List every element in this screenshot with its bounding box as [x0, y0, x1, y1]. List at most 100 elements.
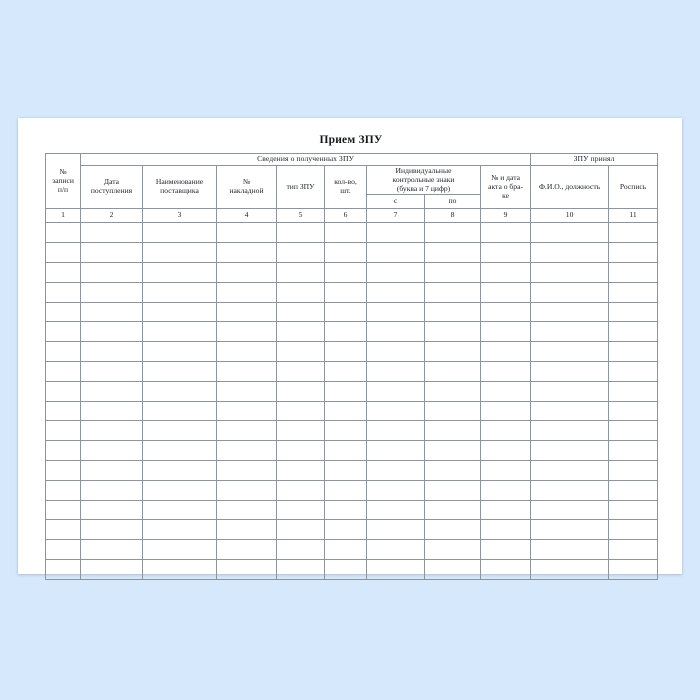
table-cell-r10-c3[interactable]: [142, 400, 217, 422]
table-cell-r6-c6[interactable]: [324, 321, 367, 343]
table-cell-r11-c1[interactable]: [45, 420, 81, 442]
table-cell-r18-c7[interactable]: [366, 559, 425, 580]
table-cell-r17-c2[interactable]: [80, 539, 143, 560]
table-cell-r2-c4[interactable]: [216, 242, 277, 264]
table-cell-r18-c11[interactable]: [608, 559, 659, 580]
table-row[interactable]: [45, 380, 659, 402]
table-cell-r4-c10[interactable]: [530, 281, 610, 303]
table-cell-r16-c3[interactable]: [142, 519, 217, 541]
table-cell-r12-c5[interactable]: [276, 440, 325, 462]
table-cell-r3-c8[interactable]: [424, 262, 481, 283]
table-cell-r12-c7[interactable]: [366, 440, 425, 462]
table-cell-r11-c5[interactable]: [276, 420, 325, 442]
table-cell-r13-c9[interactable]: [479, 460, 532, 481]
table-cell-r16-c4[interactable]: [216, 519, 277, 541]
table-cell-r10-c6[interactable]: [324, 400, 367, 422]
table-cell-r10-c11[interactable]: [608, 400, 659, 422]
table-cell-r3-c5[interactable]: [276, 262, 325, 283]
table-cell-r11-c11[interactable]: [608, 420, 659, 442]
table-cell-r15-c11[interactable]: [608, 499, 659, 521]
table-cell-r2-c7[interactable]: [366, 242, 425, 264]
table-cell-r3-c7[interactable]: [366, 262, 425, 283]
table-cell-r15-c5[interactable]: [276, 499, 325, 521]
table-cell-r16-c9[interactable]: [479, 519, 532, 541]
table-cell-r17-c1[interactable]: [45, 539, 81, 560]
table-cell-r4-c4[interactable]: [216, 281, 277, 303]
table-cell-r11-c8[interactable]: [424, 420, 481, 442]
table-cell-r14-c10[interactable]: [530, 479, 610, 501]
table-cell-r5-c10[interactable]: [530, 301, 610, 323]
table-cell-r3-c3[interactable]: [142, 262, 217, 283]
table-cell-r14-c11[interactable]: [608, 479, 659, 501]
table-cell-r14-c8[interactable]: [424, 479, 481, 501]
table-cell-r13-c10[interactable]: [530, 460, 610, 481]
table-cell-r6-c11[interactable]: [608, 321, 659, 343]
table-cell-r17-c5[interactable]: [276, 539, 325, 560]
table-cell-r10-c2[interactable]: [80, 400, 143, 422]
table-cell-r12-c8[interactable]: [424, 440, 481, 462]
table-cell-r11-c2[interactable]: [80, 420, 143, 442]
table-cell-r13-c8[interactable]: [424, 460, 481, 481]
table-cell-r9-c8[interactable]: [424, 380, 481, 402]
table-cell-r8-c7[interactable]: [366, 361, 425, 382]
table-cell-r3-c1[interactable]: [45, 262, 81, 283]
table-cell-r13-c6[interactable]: [324, 460, 367, 481]
table-cell-r12-c2[interactable]: [80, 440, 143, 462]
table-cell-r11-c3[interactable]: [142, 420, 217, 442]
table-cell-r13-c5[interactable]: [276, 460, 325, 481]
table-cell-r1-c9[interactable]: [479, 222, 532, 244]
table-cell-r1-c4[interactable]: [216, 222, 277, 244]
table-cell-r8-c2[interactable]: [80, 361, 143, 382]
table-cell-r2-c5[interactable]: [276, 242, 325, 264]
table-cell-r15-c7[interactable]: [366, 499, 425, 521]
table-cell-r6-c7[interactable]: [366, 321, 425, 343]
table-cell-r15-c2[interactable]: [80, 499, 143, 521]
table-cell-r6-c3[interactable]: [142, 321, 217, 343]
table-cell-r5-c7[interactable]: [366, 301, 425, 323]
table-cell-r16-c2[interactable]: [80, 519, 143, 541]
table-row[interactable]: [45, 262, 659, 283]
table-row[interactable]: [45, 400, 659, 422]
table-row[interactable]: [45, 519, 659, 541]
table-cell-r18-c2[interactable]: [80, 559, 143, 580]
table-cell-r16-c7[interactable]: [366, 519, 425, 541]
table-cell-r8-c10[interactable]: [530, 361, 610, 382]
table-cell-r13-c7[interactable]: [366, 460, 425, 481]
table-cell-r6-c5[interactable]: [276, 321, 325, 343]
table-cell-r7-c9[interactable]: [479, 341, 532, 363]
table-cell-r8-c9[interactable]: [479, 361, 532, 382]
table-cell-r17-c11[interactable]: [608, 539, 659, 560]
table-cell-r18-c8[interactable]: [424, 559, 481, 580]
table-cell-r8-c1[interactable]: [45, 361, 81, 382]
table-cell-r18-c6[interactable]: [324, 559, 367, 580]
table-cell-r6-c1[interactable]: [45, 321, 81, 343]
table-cell-r4-c3[interactable]: [142, 281, 217, 303]
table-cell-r16-c6[interactable]: [324, 519, 367, 541]
table-cell-r9-c6[interactable]: [324, 380, 367, 402]
table-cell-r18-c10[interactable]: [530, 559, 610, 580]
table-cell-r8-c11[interactable]: [608, 361, 659, 382]
table-cell-r3-c2[interactable]: [80, 262, 143, 283]
table-row[interactable]: [45, 321, 659, 343]
table-cell-r2-c11[interactable]: [608, 242, 659, 264]
table-cell-r7-c5[interactable]: [276, 341, 325, 363]
table-cell-r7-c11[interactable]: [608, 341, 659, 363]
table-cell-r10-c10[interactable]: [530, 400, 610, 422]
table-cell-r9-c5[interactable]: [276, 380, 325, 402]
table-cell-r4-c8[interactable]: [424, 281, 481, 303]
table-cell-r7-c2[interactable]: [80, 341, 143, 363]
table-cell-r9-c3[interactable]: [142, 380, 217, 402]
table-cell-r7-c6[interactable]: [324, 341, 367, 363]
table-cell-r10-c7[interactable]: [366, 400, 425, 422]
table-row[interactable]: [45, 242, 659, 264]
table-cell-r7-c8[interactable]: [424, 341, 481, 363]
table-cell-r14-c2[interactable]: [80, 479, 143, 501]
table-cell-r13-c11[interactable]: [608, 460, 659, 481]
table-cell-r9-c9[interactable]: [479, 380, 532, 402]
table-cell-r8-c8[interactable]: [424, 361, 481, 382]
table-cell-r18-c5[interactable]: [276, 559, 325, 580]
table-cell-r14-c7[interactable]: [366, 479, 425, 501]
table-cell-r9-c10[interactable]: [530, 380, 610, 402]
table-cell-r10-c9[interactable]: [479, 400, 532, 422]
table-cell-r2-c10[interactable]: [530, 242, 610, 264]
